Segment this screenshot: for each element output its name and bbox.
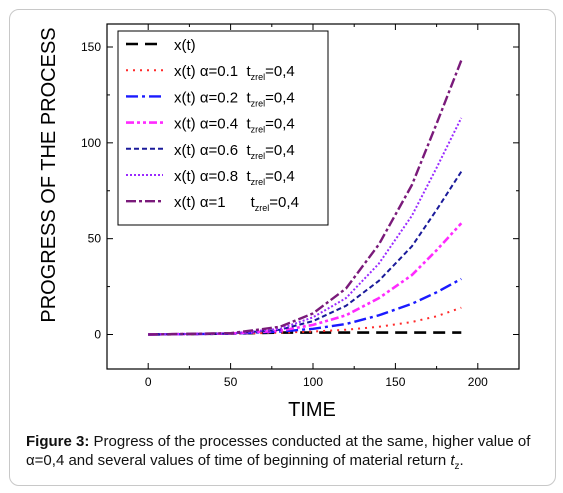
legend-entry-6: x(t) α=0.8 tzrel=0,4 [174, 168, 295, 187]
x-tick-label: 100 [303, 375, 323, 389]
x-tick-label: 200 [468, 375, 488, 389]
legend-entry-subscript: zrel [251, 98, 266, 108]
legend-entry-main: x(t) α=0.8 t [174, 168, 251, 185]
legend-entry-subscript: zrel [251, 177, 266, 187]
legend-entry-tail: =0,4 [265, 168, 295, 185]
y-tick-label: 100 [81, 136, 101, 150]
legend-entry-2: x(t) α=0.1 tzrel=0,4 [174, 63, 295, 82]
legend-entry-3: x(t) α=0.2 tzrel=0,4 [174, 89, 295, 108]
legend-entry-1: x(t) [174, 37, 196, 54]
legend-entry-7: x(t) α=1 tzrel=0,4 [174, 194, 299, 213]
legend-entry-tail: =0,4 [265, 116, 295, 133]
legend-entry-tail: =0,4 [269, 194, 299, 211]
caption-symbol-subscript: z [454, 461, 460, 472]
legend-entry-subscript: zrel [251, 72, 266, 82]
figure-caption: Figure 3: Progress of the processes cond… [26, 432, 546, 476]
legend-entry-tail: =0,4 [265, 89, 295, 106]
y-tick-label: 0 [94, 328, 101, 342]
series-line-7 [148, 59, 463, 336]
chart-legend: x(t)x(t) α=0.1 tzrel=0,4x(t) α=0.2 tzrel… [117, 30, 329, 226]
legend-entry-main: x(t) α=0.4 t [174, 116, 251, 133]
y-tick-label: 150 [81, 40, 101, 54]
caption-label: Figure 3: [26, 433, 90, 450]
legend-entry-main: x(t) α=1 t [174, 194, 256, 211]
legend-entry-5: x(t) α=0.6 tzrel=0,4 [174, 142, 295, 161]
legend-entry-tail: =0,4 [265, 142, 295, 159]
caption-text: Progress of the processes conducted at t… [26, 433, 531, 469]
caption-symbol: t [450, 452, 455, 469]
legend-entry-subscript: zrel [251, 125, 266, 135]
y-tick-label: 50 [88, 232, 102, 246]
legend-entry-main: x(t) [174, 37, 196, 54]
x-axis-label: TIME [288, 399, 336, 421]
legend-box [117, 30, 329, 226]
legend-entry-4: x(t) α=0.4 tzrel=0,4 [174, 116, 295, 135]
legend-entry-subscript: zrel [251, 151, 266, 161]
legend-entry-tail: =0,4 [265, 63, 295, 80]
chart-axes: 0 50 100 150 200 0 50 100 150 [81, 23, 520, 389]
x-tick-label: 50 [224, 375, 238, 389]
legend-entry-main: x(t) α=0.2 t [174, 89, 251, 106]
y-axis-label: PROGRESS OF THE PROCESS [38, 27, 60, 322]
legend-entry-main: x(t) α=0.6 t [174, 142, 251, 159]
x-tick-label: 0 [145, 375, 152, 389]
series-line-6 [148, 117, 463, 336]
x-tick-label: 150 [385, 375, 405, 389]
caption-end: . [459, 452, 464, 469]
legend-entry-subscript: zrel [255, 203, 270, 213]
legend-entry-main: x(t) α=0.1 t [174, 63, 251, 80]
chart-series [148, 59, 463, 336]
